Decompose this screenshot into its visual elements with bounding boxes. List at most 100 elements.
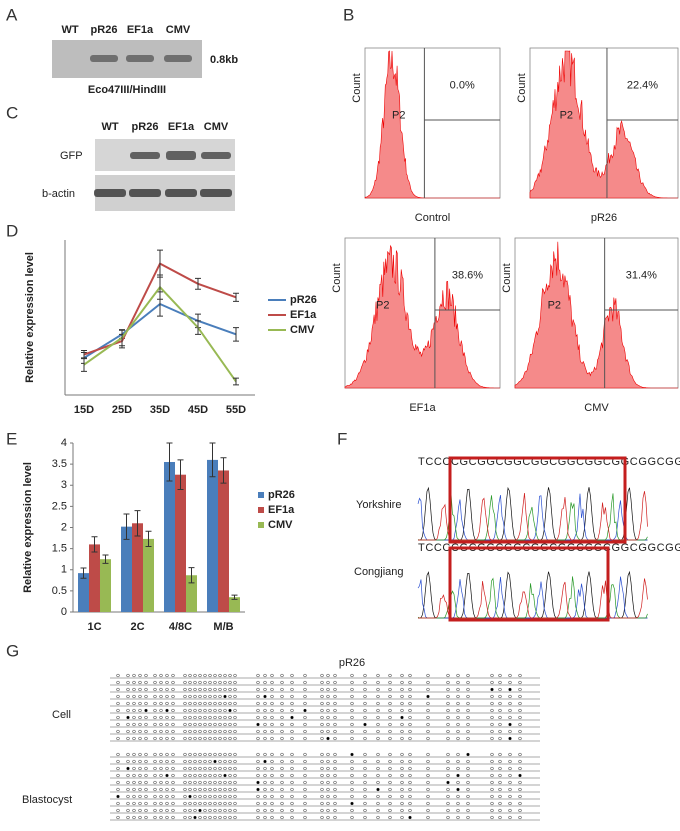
band <box>130 152 160 159</box>
cpg-site <box>326 808 330 813</box>
cpg-site <box>490 752 494 757</box>
cpg-site <box>350 694 354 699</box>
cpg-site <box>159 715 163 720</box>
cpg-site <box>363 801 367 806</box>
cpg-site <box>363 787 367 792</box>
cpg-site <box>426 815 430 820</box>
axis-label: Count <box>501 263 513 292</box>
histogram <box>364 50 500 199</box>
cpg-site <box>446 694 450 699</box>
error-bar <box>80 567 87 579</box>
cpg-site <box>456 736 460 741</box>
cpg-site <box>350 708 354 713</box>
sample-label: Yorkshire <box>356 499 401 511</box>
cpg-site <box>188 759 192 764</box>
cpg-site <box>132 680 136 685</box>
cpg-site <box>280 794 284 799</box>
cpg-site <box>116 701 120 706</box>
cpg-site <box>213 794 217 799</box>
cpg-site <box>144 766 148 771</box>
cpg-site <box>188 715 192 720</box>
cpg-site <box>198 736 202 741</box>
cpg-site <box>456 780 460 785</box>
cpg-site <box>363 715 367 720</box>
cpg-site <box>171 680 175 685</box>
cpg-site <box>153 694 157 699</box>
cpg-site <box>193 815 197 820</box>
cpg-site <box>408 773 412 778</box>
cpg-site <box>270 708 274 713</box>
cpg-site <box>256 815 260 820</box>
cpg-site <box>153 736 157 741</box>
cpg-site <box>498 787 502 792</box>
cpg-site <box>270 687 274 692</box>
cpg-site <box>233 687 237 692</box>
cpg-site <box>159 687 163 692</box>
cpg-site <box>388 766 392 771</box>
cpg-site <box>508 780 512 785</box>
error-bar <box>81 357 87 372</box>
cpg-site <box>363 808 367 813</box>
cpg-site <box>132 801 136 806</box>
cpg-site <box>508 759 512 764</box>
cpg-site <box>218 801 222 806</box>
cpg-site <box>138 801 142 806</box>
cpg-site <box>400 694 404 699</box>
panel-letter: E <box>6 429 17 448</box>
cpg-site <box>290 759 294 764</box>
cpg-site <box>263 673 267 678</box>
band <box>165 189 197 197</box>
cpg-site <box>408 694 412 699</box>
cpg-site <box>171 694 175 699</box>
cpg-site <box>303 687 307 692</box>
cpg-site <box>363 736 367 741</box>
cpg-site <box>518 687 522 692</box>
cpg-site <box>223 722 227 727</box>
cpg-site <box>498 708 502 713</box>
cpg-site <box>228 673 232 678</box>
cpg-site <box>228 766 232 771</box>
cpg-site <box>144 729 148 734</box>
cpg-site <box>508 687 512 692</box>
cpg-site <box>426 701 430 706</box>
legend-label: pR26 <box>290 294 317 306</box>
cpg-site <box>228 808 232 813</box>
cpg-site <box>408 687 412 692</box>
cpg-site <box>228 794 232 799</box>
cpg-site <box>218 736 222 741</box>
cpg-site <box>498 736 502 741</box>
legend-swatch <box>258 522 264 528</box>
cpg-site <box>198 780 202 785</box>
cpg-site <box>126 694 130 699</box>
plot-label: EF1a <box>409 402 436 414</box>
cpg-site <box>171 715 175 720</box>
cpg-site <box>165 787 169 792</box>
cpg-site <box>116 794 120 799</box>
cpg-site <box>228 680 232 685</box>
cpg-site <box>153 687 157 692</box>
cpg-site <box>350 722 354 727</box>
cpg-site <box>228 708 232 713</box>
error-bar <box>102 554 109 564</box>
cpg-site <box>498 673 502 678</box>
cpg-site <box>263 708 267 713</box>
cpg-site <box>263 715 267 720</box>
cpg-site <box>198 673 202 678</box>
band <box>129 189 161 197</box>
cpg-site <box>256 801 260 806</box>
cpg-site <box>132 736 136 741</box>
cpg-site <box>270 815 274 820</box>
cpg-site <box>223 766 227 771</box>
cpg-site <box>208 766 212 771</box>
cpg-site <box>193 736 197 741</box>
cpg-site <box>466 680 470 685</box>
cpg-site <box>508 787 512 792</box>
cpg-site <box>213 815 217 820</box>
cpg-site <box>126 759 130 764</box>
cpg-site <box>280 729 284 734</box>
cpg-site <box>218 722 222 727</box>
cpg-site <box>290 766 294 771</box>
cpg-site <box>446 715 450 720</box>
gate-percent: 22.4% <box>627 79 658 91</box>
cpg-site <box>388 787 392 792</box>
